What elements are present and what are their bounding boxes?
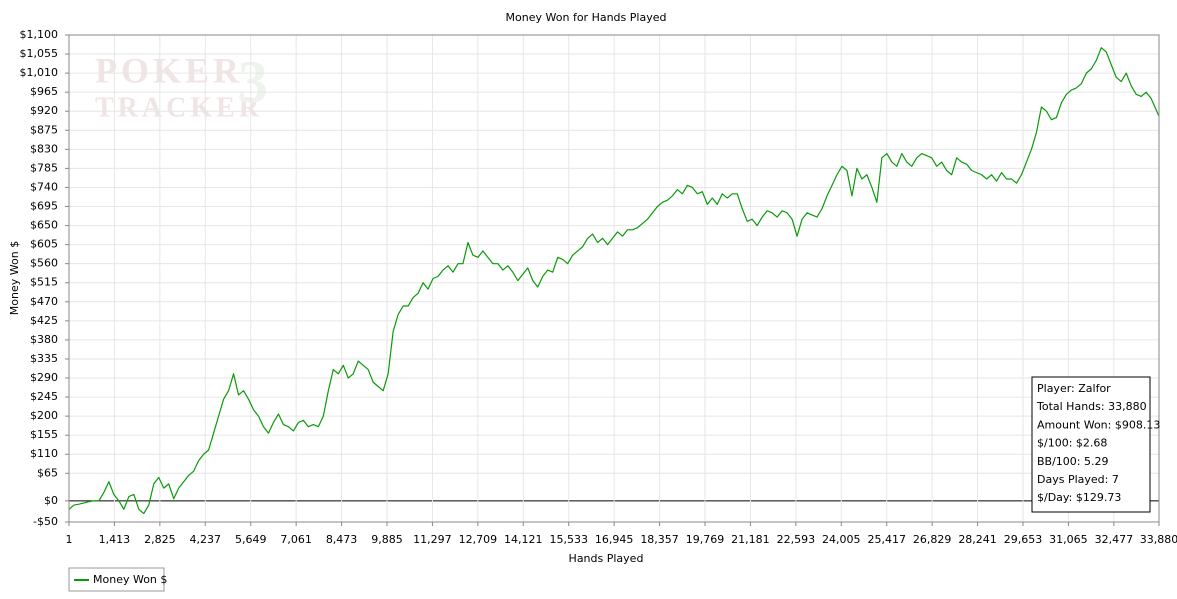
series-line	[68, 47, 1160, 515]
y-tick-label: $1,100	[20, 28, 59, 41]
y-tick-label: -$50	[33, 515, 58, 528]
watermark-text: TRACKER	[95, 92, 263, 123]
y-tick-label: $110	[30, 447, 58, 460]
y-tick-label: $155	[30, 428, 58, 441]
y-tick-label: $650	[30, 219, 58, 232]
y-tick-label: $920	[30, 104, 58, 117]
legend: Money Won $	[68, 567, 167, 592]
x-tick-label: 26,829	[913, 533, 952, 546]
y-tick-label: $290	[30, 371, 58, 384]
info-line: BB/100: 5.29	[1037, 455, 1109, 468]
info-line: Days Played: 7	[1037, 473, 1119, 486]
x-tick-label: 21,181	[731, 533, 770, 546]
y-tick-label: $740	[30, 180, 58, 193]
x-tick-label: 33,880	[1140, 533, 1177, 546]
x-tick-label: 31,065	[1049, 533, 1088, 546]
watermark-text: 3	[238, 49, 272, 115]
y-tick-label: $0	[44, 494, 58, 507]
x-tick-label: 16,945	[595, 533, 634, 546]
info-box: Player: Zalfor Total Hands: 33,880 Amount …	[1031, 376, 1160, 513]
y-axis-title: Money Won $	[8, 241, 21, 315]
info-line: $/Day: $129.73	[1037, 491, 1121, 504]
y-tick-label: $65	[37, 466, 58, 479]
y-tick-label: $515	[30, 276, 58, 289]
watermark: POKER TRACKER 3	[95, 49, 272, 124]
info-lines: Player: Zalfor Total Hands: 33,880 Amount …	[1036, 382, 1160, 504]
x-tick-label: 12,709	[459, 533, 498, 546]
legend-frame	[68, 567, 165, 592]
y-tick-label: $875	[30, 123, 58, 136]
x-tick-label: 29,653	[1004, 533, 1043, 546]
y-tick-label: $245	[30, 390, 58, 403]
info-line: Player: Zalfor	[1037, 382, 1111, 395]
x-tick-label: 11,297	[413, 533, 452, 546]
info-line: Amount Won: $908.13	[1037, 418, 1160, 431]
y-tick-label: $200	[30, 409, 58, 422]
y-tick-label: $965	[30, 85, 58, 98]
y-tick-label: $695	[30, 200, 58, 213]
y-tick-label: $1,010	[20, 66, 59, 79]
x-tick-label: 15,533	[549, 533, 588, 546]
x-tick-label: 32,477	[1095, 533, 1134, 546]
x-axis-title: Hands Played	[569, 552, 644, 565]
x-tick-label: 28,241	[958, 533, 997, 546]
x-tick-label: 25,417	[867, 533, 906, 546]
info-box-frame	[1031, 376, 1151, 513]
x-tick-label: 24,005	[822, 533, 861, 546]
y-tick-label: $380	[30, 333, 58, 346]
x-tick-label: 2,825	[144, 533, 176, 546]
legend-label: Money Won $	[93, 573, 167, 586]
x-tick-label: 5,649	[235, 533, 267, 546]
y-tick-label: $785	[30, 161, 58, 174]
y-tick-label: $605	[30, 238, 58, 251]
y-tick-label: $830	[30, 142, 58, 155]
plot	[68, 47, 1160, 515]
x-tick-label: 19,769	[686, 533, 725, 546]
y-tick-label: $425	[30, 314, 58, 327]
watermark-text: POKER	[95, 50, 243, 90]
x-tick-label: 7,061	[280, 533, 312, 546]
x-tick-label: 1,413	[99, 533, 131, 546]
plot-border	[68, 34, 1160, 523]
info-line: Total Hands: 33,880	[1036, 400, 1147, 413]
x-tick-label: 14,121	[504, 533, 543, 546]
x-tick-label: 8,473	[326, 533, 358, 546]
x-tick-label: 18,357	[640, 533, 679, 546]
chart-title: Money Won for Hands Played	[506, 11, 667, 24]
y-tick-label: $560	[30, 257, 58, 270]
info-line: $/100: $2.68	[1037, 437, 1107, 450]
x-tick-label: 22,593	[777, 533, 816, 546]
y-tick-label: $1,055	[20, 47, 59, 60]
x-tick-label: 9,885	[371, 533, 403, 546]
y-tick-label: $335	[30, 352, 58, 365]
x-tick-label: 4,237	[190, 533, 222, 546]
x-tick-label: 1	[66, 533, 73, 546]
y-tick-label: $470	[30, 295, 58, 308]
